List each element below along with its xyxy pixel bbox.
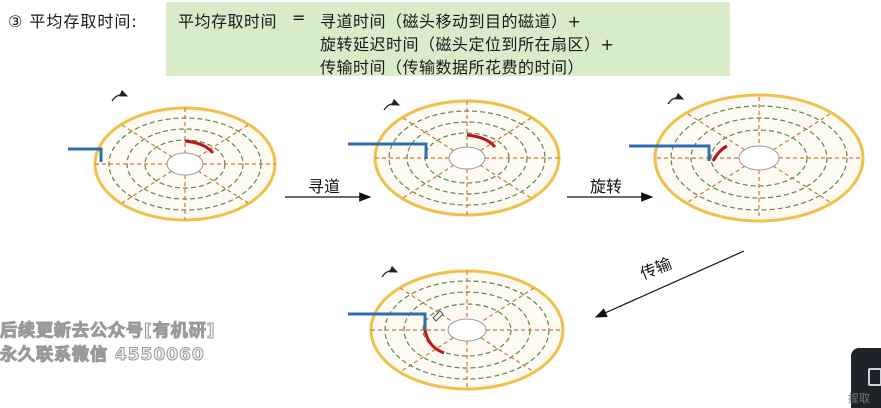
platter-initial <box>68 89 277 222</box>
formula-term-rotation: 旋转延迟时间（磁头定位到所在扇区）+ <box>320 35 615 54</box>
target-sector <box>423 329 445 355</box>
sector-lines <box>371 271 563 389</box>
spindle <box>738 145 780 171</box>
sector-lines <box>657 97 861 219</box>
formula-equals: = <box>292 8 306 27</box>
section-heading: ③ 平均存取时间: <box>8 12 138 31</box>
rotation-direction-icon <box>383 98 401 111</box>
formula-lhs: 平均存取时间 <box>178 12 278 31</box>
platter-after-seek <box>348 98 561 217</box>
spindle <box>448 146 486 170</box>
transfer-arrow <box>594 250 745 318</box>
read-write-arm <box>348 312 427 330</box>
formula-term-transfer: 传输时间（传输数据所花费的时间） <box>320 58 585 77</box>
rotation-direction-icon <box>111 89 129 102</box>
read-write-arm <box>629 144 711 161</box>
read-write-arm <box>68 147 103 162</box>
sector-lines <box>375 101 559 215</box>
target-sector <box>711 144 728 162</box>
document-icon <box>868 368 881 386</box>
target-sector <box>184 139 215 154</box>
platter-after-rotation <box>629 92 865 223</box>
formula-term-seek: 寻道时间（磁头移动到目的磁道）+ <box>320 12 582 31</box>
floating-tool-label: 提取 <box>848 392 870 405</box>
spindle <box>447 318 487 342</box>
platter-transfer <box>348 265 565 391</box>
target-sector <box>466 133 497 148</box>
sector-lines <box>95 108 275 220</box>
spindle <box>166 152 204 176</box>
rotation-direction-icon <box>381 265 399 278</box>
seek-label: 寻道 <box>308 177 341 196</box>
read-write-arm <box>348 142 428 159</box>
pencil-cursor-icon <box>432 310 444 322</box>
rotation-direction-icon <box>667 92 685 105</box>
watermark-line-2: 永久联系微信 4550060 <box>0 345 205 366</box>
formula-box: 平均存取时间 = 寻道时间（磁头移动到目的磁道）+ 旋转延迟时间（磁头定位到所在… <box>166 2 730 77</box>
rotate-label: 旋转 <box>590 177 623 196</box>
watermark-line-1: 后续更新去公众号[有机研] <box>0 321 216 342</box>
floating-tool-button[interactable] <box>851 348 881 408</box>
